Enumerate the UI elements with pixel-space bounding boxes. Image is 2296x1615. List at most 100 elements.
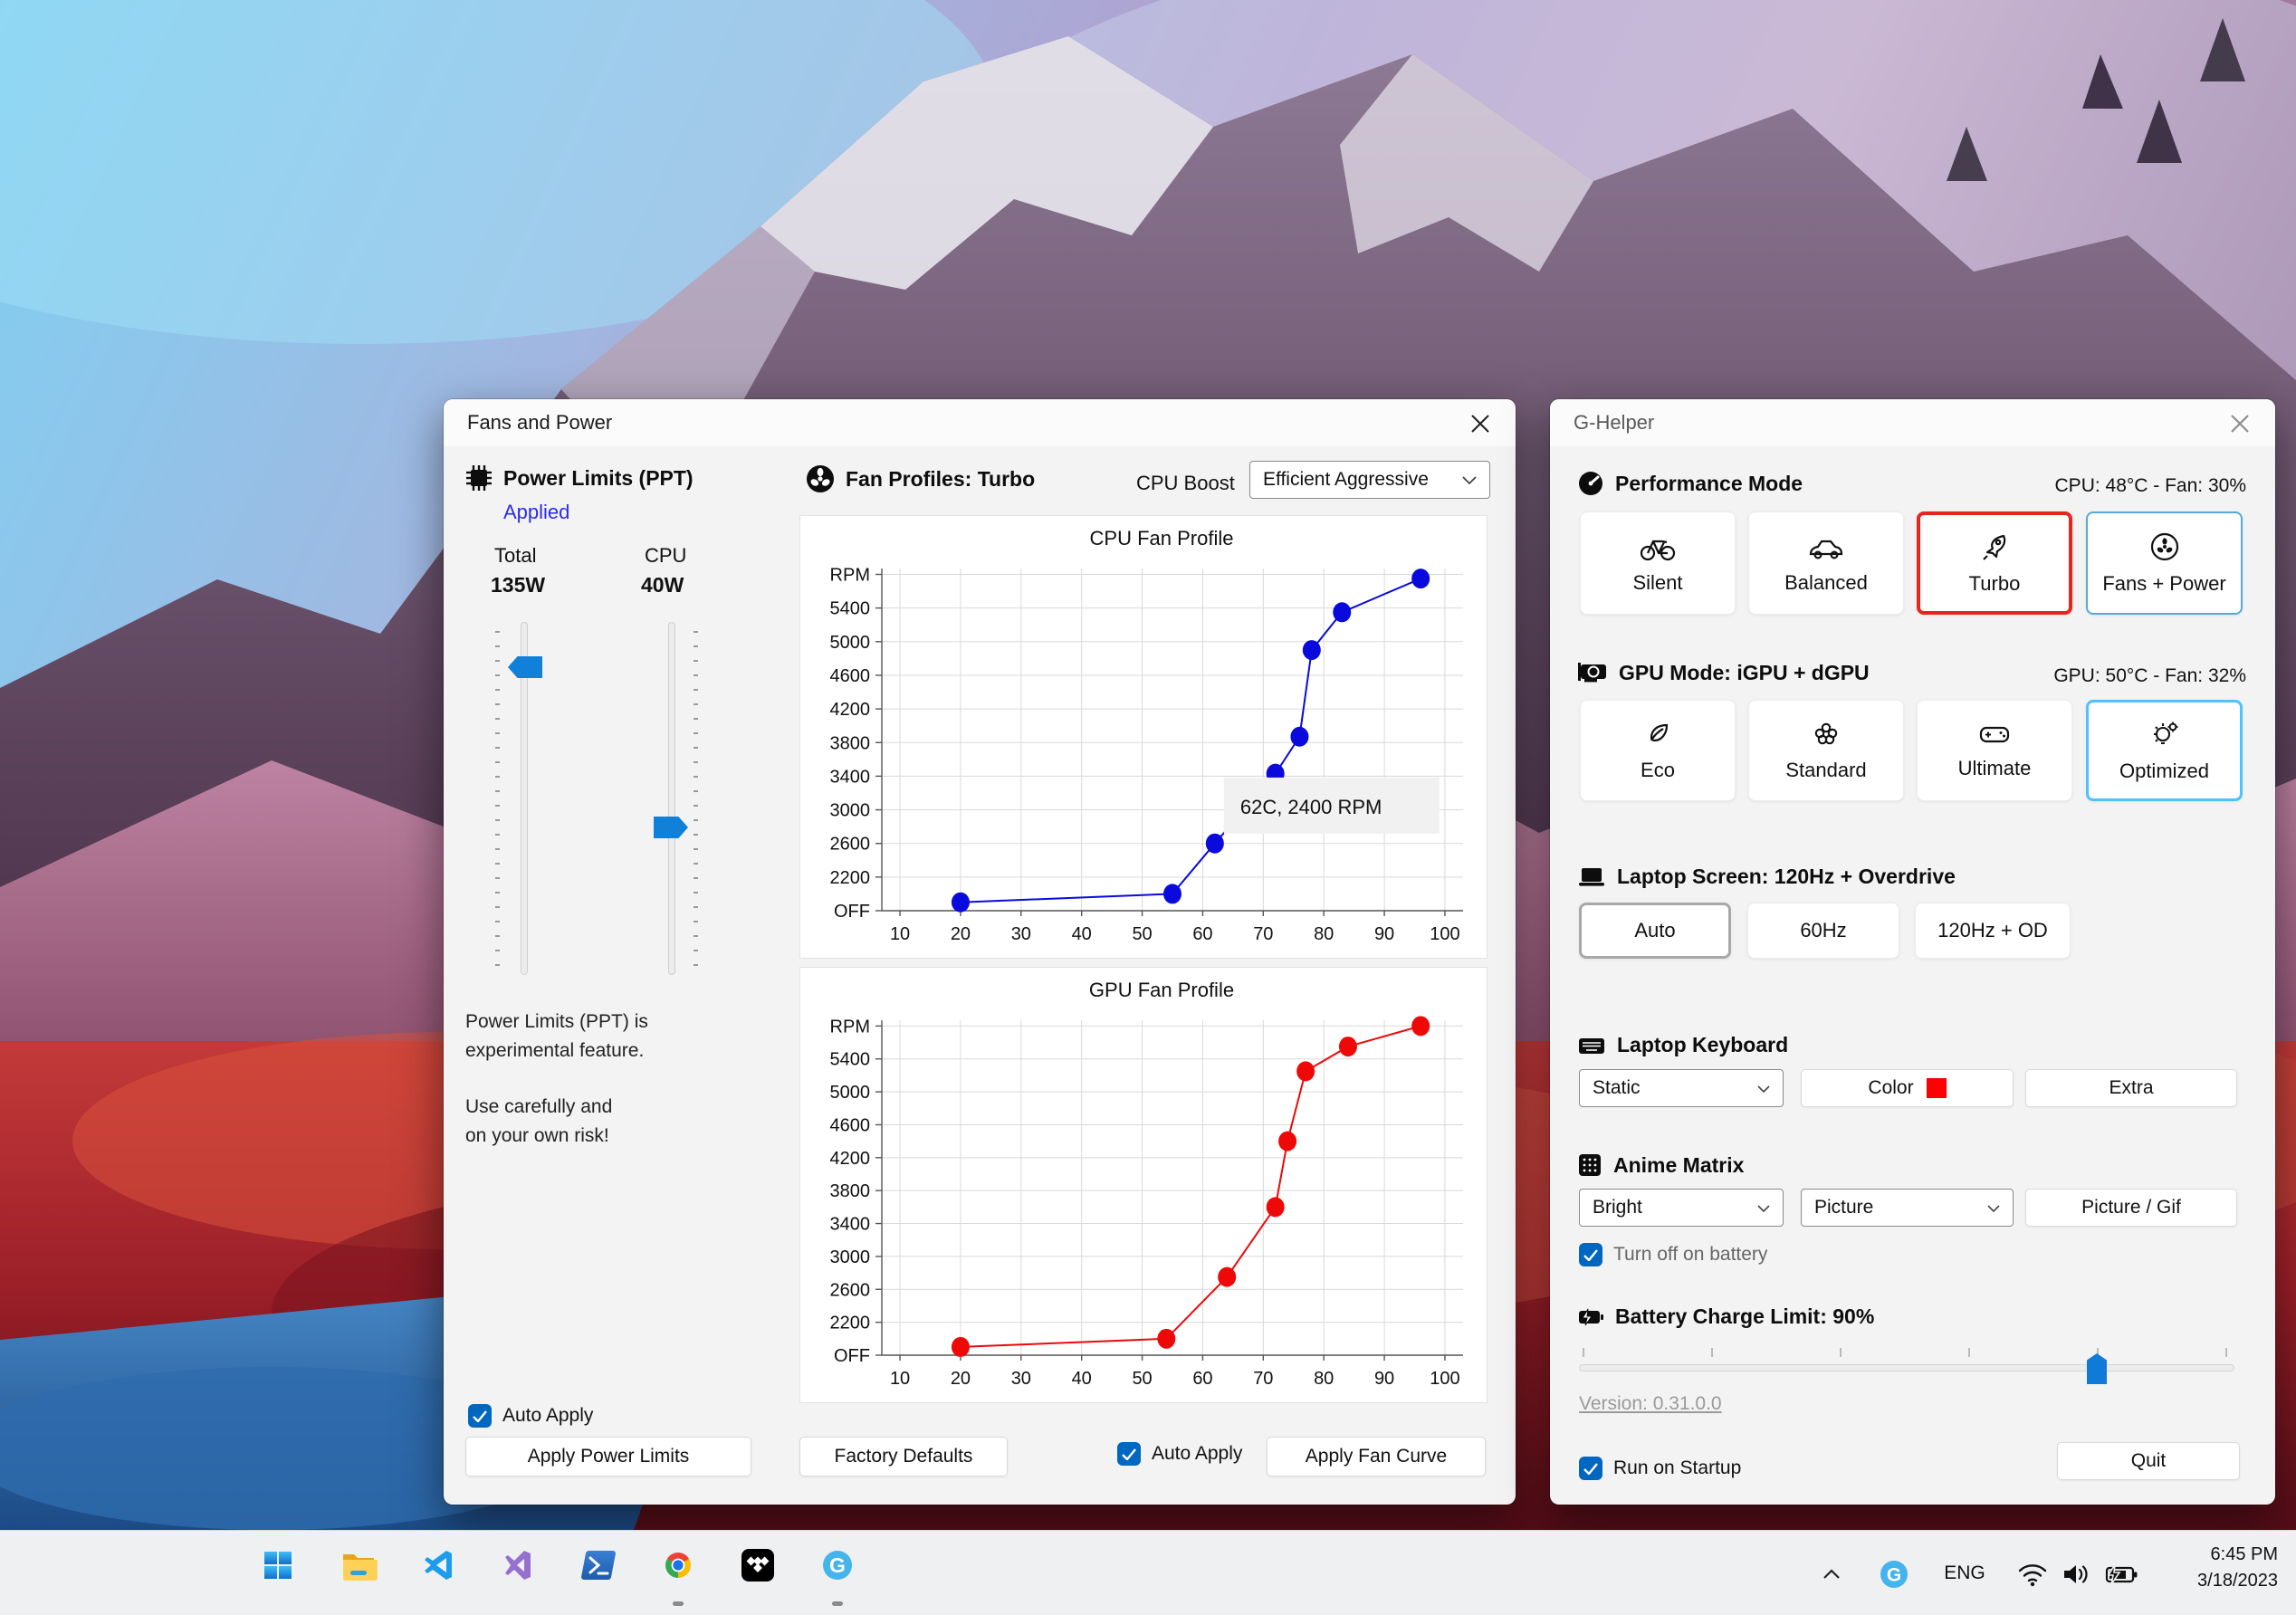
cpu-boost-select[interactable]: Efficient Aggressive bbox=[1249, 461, 1490, 499]
svg-text:5400: 5400 bbox=[830, 1050, 871, 1070]
chrome-button[interactable] bbox=[656, 1543, 700, 1587]
ghelper-window-close-button[interactable] bbox=[2224, 408, 2255, 439]
apply-fan-curve-button[interactable]: Apply Fan Curve bbox=[1267, 1437, 1486, 1476]
wifi-tray-icon[interactable] bbox=[2014, 1556, 2052, 1592]
checkbox-checked-icon bbox=[1579, 1243, 1602, 1266]
svg-text:4600: 4600 bbox=[830, 1115, 871, 1135]
cpu-fan-curve-chart[interactable]: CPU Fan Profile 10 20 30 40 50 60 70 80 90 100 OFF 2… bbox=[800, 516, 1487, 958]
screen-60hz-button[interactable]: 60Hz bbox=[1747, 903, 1899, 959]
performance-silent-button[interactable]: Silent bbox=[1580, 511, 1736, 615]
performance-balanced-button[interactable]: Balanced bbox=[1748, 511, 1904, 615]
fans-window-titlebar[interactable]: Fans and Power bbox=[444, 399, 1516, 446]
cpu-power-slider-thumb[interactable] bbox=[654, 817, 688, 838]
svg-text:CPU Fan Profile: CPU Fan Profile bbox=[1090, 527, 1234, 549]
total-label: Total bbox=[494, 544, 537, 567]
file-explorer-button[interactable] bbox=[337, 1543, 380, 1587]
svg-text:20: 20 bbox=[951, 1369, 971, 1389]
tray-g-helper-icon[interactable]: G bbox=[1875, 1555, 1913, 1593]
matrix-picture-gif-button[interactable]: Picture / Gif bbox=[2025, 1189, 2237, 1227]
keyboard-extra-button[interactable]: Extra bbox=[2025, 1069, 2237, 1107]
start-button[interactable] bbox=[256, 1543, 300, 1587]
matrix-running-select[interactable]: Picture bbox=[1801, 1189, 2014, 1227]
volume-tray-icon[interactable] bbox=[2057, 1556, 2095, 1592]
svg-text:60: 60 bbox=[1192, 1369, 1212, 1389]
battery-charge-heading: Battery Charge Limit: 90% bbox=[1577, 1304, 1874, 1329]
svg-text:10: 10 bbox=[890, 924, 910, 944]
speaker-icon bbox=[2064, 1565, 2088, 1583]
cpu-power-slider-ticks bbox=[694, 631, 698, 968]
battery-slider-ticks bbox=[1583, 1348, 2227, 1357]
g-helper-icon: G bbox=[823, 1551, 852, 1580]
svg-text:40: 40 bbox=[1072, 924, 1092, 944]
ghelper-window-title: G-Helper bbox=[1574, 411, 1655, 434]
gamepad-icon bbox=[1979, 726, 2010, 743]
taskbar-clock[interactable]: 6:45 PM 3/18/2023 bbox=[2197, 1542, 2278, 1594]
gpu-eco-button[interactable]: Eco bbox=[1580, 700, 1736, 801]
svg-text:62C, 2400 RPM: 62C, 2400 RPM bbox=[1240, 796, 1382, 818]
power-auto-apply-checkbox[interactable]: Auto Apply bbox=[468, 1404, 593, 1428]
battery-limit-slider-track[interactable] bbox=[1579, 1364, 2234, 1371]
ghelper-window-titlebar[interactable]: G-Helper bbox=[1550, 399, 2275, 446]
cpu-power-slider-track[interactable] bbox=[668, 622, 675, 975]
tray-time: 6:45 PM bbox=[2210, 1544, 2278, 1564]
power-limits-applied-status: Applied bbox=[503, 501, 570, 523]
factory-defaults-button[interactable]: Factory Defaults bbox=[799, 1437, 1008, 1476]
svg-text:80: 80 bbox=[1314, 924, 1334, 944]
quit-button[interactable]: Quit bbox=[2057, 1442, 2240, 1480]
svg-text:20: 20 bbox=[951, 924, 971, 944]
gpu-standard-button[interactable]: Standard bbox=[1748, 700, 1904, 801]
gpu-fan-chart-panel[interactable]: GPU Fan Profile 10 20 30 40 50 60 70 80 90 100 OFF 2… bbox=[799, 967, 1488, 1403]
svg-text:G: G bbox=[1887, 1565, 1901, 1586]
fans-window-close-button[interactable] bbox=[1465, 408, 1496, 439]
visual-studio-button[interactable] bbox=[497, 1543, 541, 1587]
svg-text:RPM: RPM bbox=[830, 566, 870, 586]
fans-power-button[interactable]: Fans + Power bbox=[2086, 511, 2243, 615]
checkbox-checked-icon bbox=[468, 1404, 492, 1428]
total-power-slider-thumb[interactable] bbox=[508, 656, 542, 678]
matrix-brightness-select[interactable]: Bright bbox=[1579, 1189, 1784, 1227]
flower-icon bbox=[1814, 722, 1838, 745]
screen-auto-button[interactable]: Auto bbox=[1579, 903, 1731, 959]
dot-matrix-icon bbox=[1579, 1154, 1601, 1176]
battery-limit-slider-thumb[interactable] bbox=[2087, 1353, 2107, 1384]
vscode-button[interactable] bbox=[417, 1543, 461, 1587]
run-on-startup-checkbox[interactable]: Run on Startup bbox=[1579, 1457, 1741, 1480]
powershell-button[interactable] bbox=[577, 1543, 620, 1587]
gpu-fan-curve-chart[interactable]: GPU Fan Profile 10 20 30 40 50 60 70 80 90 100 OFF 2… bbox=[800, 968, 1487, 1402]
svg-text:GPU Fan Profile: GPU Fan Profile bbox=[1089, 979, 1234, 1001]
taskbar: G G ENG bbox=[0, 1530, 2296, 1615]
svg-text:30: 30 bbox=[1011, 924, 1031, 944]
gpu-ultimate-button[interactable]: Ultimate bbox=[1917, 700, 2072, 801]
laptop-keyboard-heading: Laptop Keyboard bbox=[1577, 1033, 1788, 1057]
g-helper-window: G-Helper Performance Mode CPU: 48°C - Fa… bbox=[1550, 399, 2275, 1505]
svg-text:RPM: RPM bbox=[830, 1017, 870, 1037]
desktop-wallpaper: Fans and Power bbox=[0, 0, 2296, 1530]
svg-text:10: 10 bbox=[890, 1369, 910, 1389]
total-power-slider-track[interactable] bbox=[521, 622, 528, 975]
matrix-battery-checkbox[interactable]: Turn off on battery bbox=[1579, 1243, 1767, 1266]
svg-text:3800: 3800 bbox=[830, 733, 871, 753]
fan-auto-apply-checkbox[interactable]: Auto Apply bbox=[1117, 1442, 1242, 1466]
fan-settings-icon bbox=[2150, 532, 2178, 561]
fans-window-title: Fans and Power bbox=[467, 411, 613, 434]
apply-power-limits-button[interactable]: Apply Power Limits bbox=[465, 1437, 751, 1476]
keyboard-color-button[interactable]: Color bbox=[1801, 1069, 2014, 1107]
g-helper-taskbar-button[interactable]: G bbox=[816, 1543, 859, 1587]
chrome-running-indicator bbox=[673, 1601, 684, 1606]
performance-turbo-button[interactable]: Turbo bbox=[1917, 511, 2072, 615]
gpu-card-icon bbox=[1578, 663, 1606, 683]
version-link[interactable]: Version: 0.31.0.0 bbox=[1579, 1393, 1722, 1414]
language-indicator[interactable]: ENG bbox=[1944, 1562, 1985, 1583]
tray-overflow-button[interactable] bbox=[1815, 1558, 1848, 1591]
cpu-label: CPU bbox=[645, 544, 687, 567]
screen-120hz-od-button[interactable]: 120Hz + OD bbox=[1915, 903, 2071, 959]
cpu-fan-chart-panel[interactable]: CPU Fan Profile 10 20 30 40 50 60 70 80 90 100 OFF 2… bbox=[799, 515, 1488, 959]
chevron-down-icon bbox=[1462, 469, 1477, 491]
tidal-button[interactable] bbox=[736, 1543, 780, 1587]
svg-text:90: 90 bbox=[1374, 924, 1394, 944]
svg-text:70: 70 bbox=[1253, 924, 1273, 944]
gpu-optimized-button[interactable]: Optimized bbox=[2086, 700, 2243, 801]
keyboard-mode-select[interactable]: Static bbox=[1579, 1069, 1784, 1107]
battery-tray-icon[interactable] bbox=[2100, 1556, 2142, 1592]
svg-text:3400: 3400 bbox=[830, 767, 871, 787]
